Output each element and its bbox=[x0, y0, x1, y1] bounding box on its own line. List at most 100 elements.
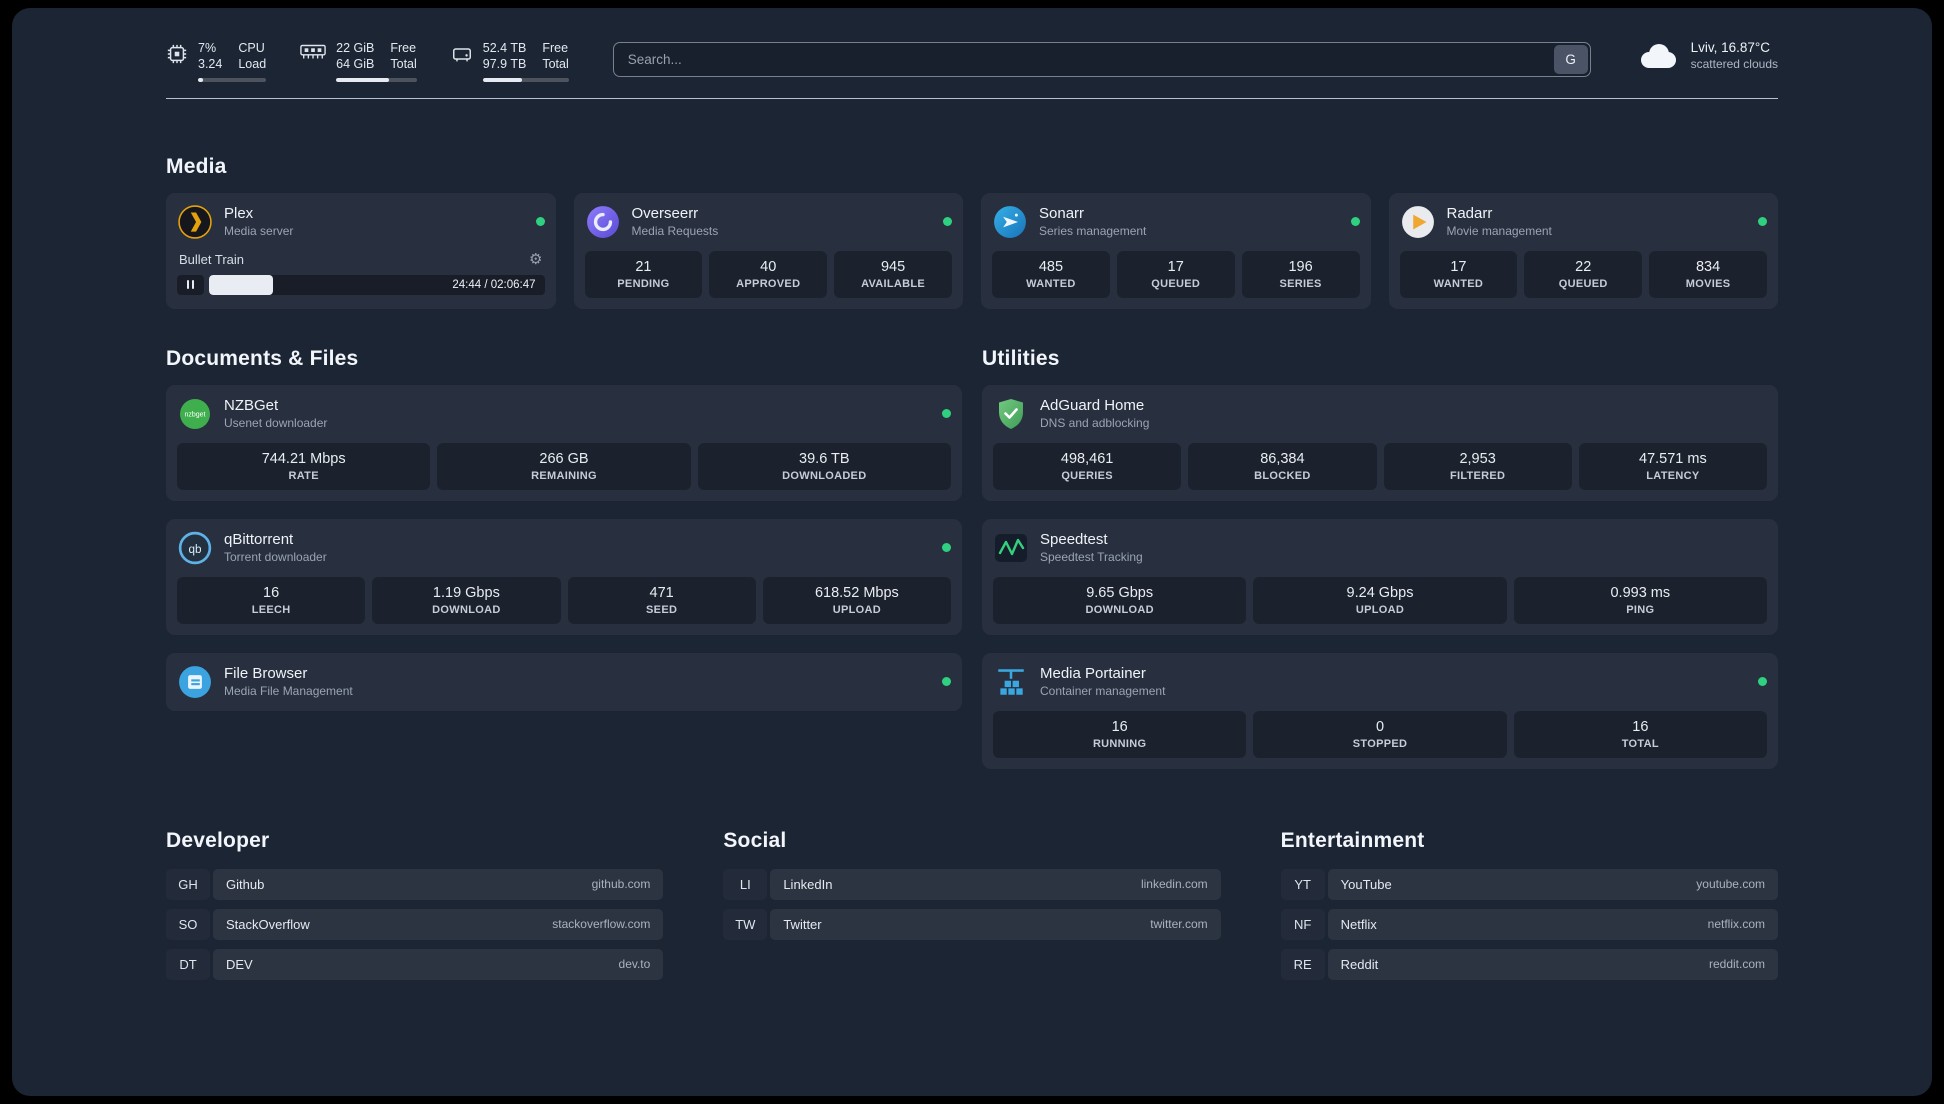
bookmark-name: Github bbox=[226, 876, 265, 892]
status-dot bbox=[942, 543, 951, 552]
stat-label: TOTAL bbox=[1621, 737, 1659, 750]
cpu-percent: 7% bbox=[198, 41, 217, 55]
service-link-overseerr[interactable]: Overseerr Media Requests bbox=[585, 204, 952, 240]
disk-free: 52.4 TB bbox=[482, 41, 527, 55]
service-card-adguard: AdGuard Home DNS and adblocking 498,461 … bbox=[982, 384, 1778, 501]
bookmark-twitter[interactable]: TW Twitter twitter.com bbox=[723, 908, 1221, 940]
stat-value: 498,461 bbox=[1060, 450, 1114, 467]
bookmark-stackoverflow[interactable]: SO StackOverflow stackoverflow.com bbox=[166, 908, 664, 940]
service-link-sonarr[interactable]: Sonarr Series management bbox=[992, 204, 1360, 240]
pause-button[interactable] bbox=[177, 274, 204, 295]
stat-tile: 16 RUNNING bbox=[993, 710, 1247, 758]
service-card-overseerr: Overseerr Media Requests 21 PENDING 40 A… bbox=[573, 192, 963, 309]
stat-label: WANTED bbox=[1026, 277, 1076, 290]
cpu-load: 3.24 bbox=[198, 57, 223, 72]
stat-value: 618.52 Mbps bbox=[814, 584, 899, 601]
section-title-social: Social bbox=[723, 828, 787, 852]
service-subtitle: Movie management bbox=[1446, 224, 1552, 238]
stat-label: MOVIES bbox=[1685, 277, 1731, 290]
service-card-plex: Plex Media server Bullet Train ⚙ bbox=[166, 192, 556, 309]
bookmark-url: reddit.com bbox=[1708, 957, 1765, 971]
service-link-radarr[interactable]: Radarr Movie management bbox=[1400, 204, 1767, 240]
stat-value: 39.6 TB bbox=[799, 450, 850, 467]
status-dot bbox=[1758, 677, 1767, 686]
bookmark-abbr: DT bbox=[166, 949, 210, 980]
bookmark-abbr: NF bbox=[1281, 909, 1325, 940]
disk-icon bbox=[451, 43, 473, 65]
stat-label: LATENCY bbox=[1646, 469, 1700, 482]
bookmark-url: linkedin.com bbox=[1140, 877, 1208, 891]
stat-tile: 471 SEED bbox=[567, 576, 756, 624]
stat-label: DOWNLOAD bbox=[1085, 603, 1154, 616]
stat-value: 9.65 Gbps bbox=[1086, 584, 1154, 601]
stat-tile: 17 WANTED bbox=[1399, 250, 1518, 298]
service-title: Sonarr bbox=[1039, 205, 1085, 222]
bookmark-netflix[interactable]: NF Netflix netflix.com bbox=[1281, 908, 1778, 940]
status-dot bbox=[1350, 217, 1360, 226]
stat-value: 945 bbox=[880, 258, 906, 275]
svg-text:nzbget: nzbget bbox=[184, 411, 205, 418]
stats-row: 498,461 QUERIES 86,384 BLOCKED 2,953 FIL… bbox=[993, 442, 1767, 490]
stat-tile: 945 AVAILABLE bbox=[834, 250, 952, 298]
section-title-documents: Documents & Files bbox=[166, 346, 359, 370]
stat-value: 17 bbox=[1450, 258, 1467, 275]
radarr-icon bbox=[1400, 204, 1436, 240]
resource-metrics: 7% 3.24 CPU Load bbox=[166, 40, 569, 82]
weather-condition: scattered clouds bbox=[1690, 57, 1778, 71]
memory-total: 64 GiB bbox=[336, 57, 375, 72]
search-input[interactable] bbox=[613, 52, 1552, 67]
service-link-qbittorrent[interactable]: qb qBittorrent Torrent downloader bbox=[177, 530, 951, 566]
stat-label: AVAILABLE bbox=[861, 277, 926, 290]
service-link-adguard[interactable]: AdGuard Home DNS and adblocking bbox=[993, 396, 1767, 432]
status-dot bbox=[942, 677, 951, 686]
service-link-portainer[interactable]: Media Portainer Container management bbox=[993, 664, 1767, 700]
service-subtitle: Series management bbox=[1039, 224, 1147, 238]
disk-label-bottom: Total bbox=[542, 57, 569, 72]
stats-row: 21 PENDING 40 APPROVED 945 AVAILABLE bbox=[584, 250, 952, 298]
service-card-speedtest: Speedtest Speedtest Tracking 9.65 Gbps D… bbox=[982, 518, 1778, 635]
stat-label: DOWNLOAD bbox=[432, 603, 501, 616]
section-title-entertainment: Entertainment bbox=[1280, 828, 1425, 852]
bookmark-name: YouTube bbox=[1340, 876, 1392, 892]
bookmark-linkedin[interactable]: LI LinkedIn linkedin.com bbox=[723, 868, 1221, 900]
service-link-speedtest[interactable]: Speedtest Speedtest Tracking bbox=[993, 530, 1767, 566]
gear-icon[interactable]: ⚙ bbox=[529, 250, 543, 268]
service-subtitle: Torrent downloader bbox=[224, 550, 327, 564]
service-subtitle: Media server bbox=[224, 224, 294, 238]
stats-row: 16 LEECH 1.19 Gbps DOWNLOAD 471 SEED bbox=[177, 576, 951, 624]
stat-value: 17 bbox=[1167, 258, 1184, 275]
stat-value: 1.19 Gbps bbox=[432, 584, 500, 601]
stat-value: 47.571 ms bbox=[1639, 450, 1707, 467]
bookmark-reddit[interactable]: RE Reddit reddit.com bbox=[1281, 948, 1778, 980]
stat-value: 22 bbox=[1575, 258, 1592, 275]
stat-value: 196 bbox=[1288, 258, 1313, 275]
bookmark-youtube[interactable]: YT YouTube youtube.com bbox=[1281, 868, 1778, 900]
bookmark-github[interactable]: GH Github github.com bbox=[166, 868, 664, 900]
stat-label: WANTED bbox=[1433, 277, 1484, 290]
svg-text:qb: qb bbox=[189, 542, 202, 555]
memory-metric: 22 GiB 64 GiB Free Total bbox=[300, 40, 417, 82]
filebrowser-icon bbox=[177, 664, 213, 700]
stat-tile: 16 TOTAL bbox=[1513, 710, 1767, 758]
status-dot bbox=[535, 217, 545, 226]
service-title: AdGuard Home bbox=[1040, 397, 1145, 414]
service-link-nzbget[interactable]: nzbget NZBGet Usenet downloader bbox=[177, 396, 951, 432]
playback-progress-bar[interactable]: 24:44 / 02:06:47 bbox=[209, 274, 545, 295]
service-card-sonarr: Sonarr Series management 485 WANTED 17 Q… bbox=[981, 192, 1371, 309]
service-link-plex[interactable]: Plex Media server bbox=[177, 204, 545, 240]
cpu-label-top: CPU bbox=[238, 41, 265, 55]
service-link-filebrowser[interactable]: File Browser Media File Management bbox=[177, 664, 951, 700]
service-title: File Browser bbox=[224, 665, 308, 682]
sonarr-icon bbox=[992, 204, 1028, 240]
section-title-utilities: Utilities bbox=[982, 346, 1060, 370]
bookmark-abbr: LI bbox=[723, 869, 767, 900]
search-provider-button[interactable]: G bbox=[1553, 45, 1588, 74]
cpu-icon bbox=[166, 43, 188, 65]
bookmark-name: Twitter bbox=[783, 916, 822, 932]
plex-icon bbox=[177, 204, 213, 240]
bookmark-dev[interactable]: DT DEV dev.to bbox=[166, 948, 664, 980]
stat-value: 266 GB bbox=[539, 450, 589, 467]
stat-tile: 39.6 TB DOWNLOADED bbox=[697, 442, 951, 490]
bookmark-url: stackoverflow.com bbox=[552, 917, 651, 931]
memory-label-top: Free bbox=[390, 41, 417, 55]
